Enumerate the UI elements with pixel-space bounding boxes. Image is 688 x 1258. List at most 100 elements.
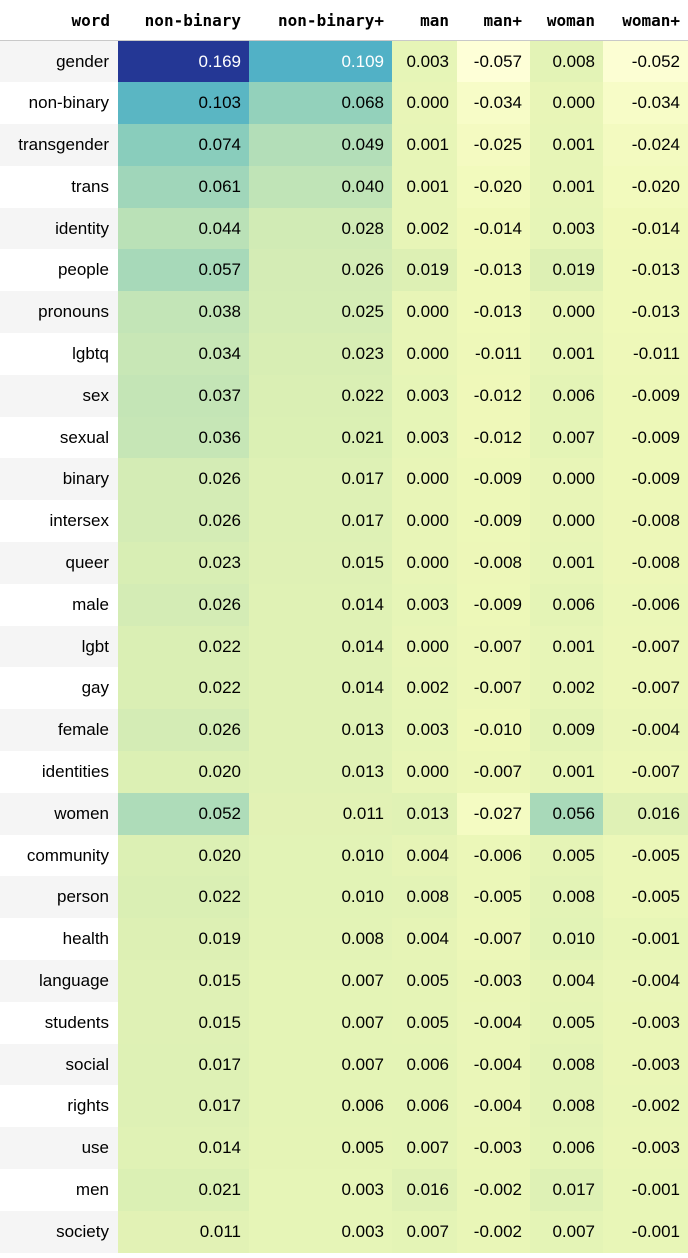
cell-non-binary: 0.026	[118, 709, 249, 752]
row-label-word: students	[0, 1001, 118, 1044]
row-label-word: sexual	[0, 416, 118, 459]
cell-non-binary: 0.022	[118, 876, 249, 919]
cell-woman: 0.005	[530, 1001, 603, 1044]
cell-man+: -0.007	[457, 918, 530, 961]
row-label-word: gender	[0, 40, 118, 83]
cell-non-binary+: 0.028	[249, 207, 392, 250]
cell-woman: 0.002	[530, 667, 603, 710]
cell-woman: 0.001	[530, 333, 603, 375]
cell-woman+: -0.003	[603, 1001, 688, 1044]
cell-non-binary: 0.020	[118, 751, 249, 793]
cell-non-binary: 0.026	[118, 583, 249, 626]
table-row: identity 0.044 0.028 0.002 -0.014 0.003 -0.014	[0, 207, 688, 250]
cell-man+: -0.010	[457, 709, 530, 752]
column-header: woman+	[603, 0, 688, 41]
cell-man: 0.000	[392, 751, 457, 793]
cell-woman+: -0.001	[603, 1169, 688, 1211]
cell-woman: 0.017	[530, 1169, 603, 1211]
table-row: non-binary 0.103 0.068 0.000 -0.034 0.000 -0.0…	[0, 82, 688, 125]
cell-woman: 0.006	[530, 1127, 603, 1170]
cell-woman: 0.000	[530, 458, 603, 501]
cell-woman+: -0.009	[603, 374, 688, 417]
cell-man+: -0.012	[457, 374, 530, 417]
table-row: identities 0.020 0.013 0.000 -0.007 0.001 -0.0…	[0, 751, 688, 793]
row-label-word: rights	[0, 1085, 118, 1128]
cell-non-binary: 0.026	[118, 500, 249, 543]
cell-man: 0.001	[392, 165, 457, 208]
cell-man: 0.008	[392, 876, 457, 919]
cell-non-binary: 0.019	[118, 918, 249, 961]
cell-non-binary: 0.034	[118, 333, 249, 375]
cell-woman: 0.005	[530, 834, 603, 877]
cell-non-binary: 0.044	[118, 207, 249, 250]
cell-non-binary+: 0.014	[249, 625, 392, 668]
cell-man: 0.000	[392, 291, 457, 334]
cell-non-binary+: 0.010	[249, 834, 392, 877]
cell-man+: -0.057	[457, 40, 530, 83]
cell-man+: -0.007	[457, 625, 530, 668]
cell-woman+: -0.001	[603, 1210, 688, 1253]
cell-woman: 0.000	[530, 82, 603, 125]
cell-man+: -0.004	[457, 1085, 530, 1128]
cell-woman+: -0.013	[603, 291, 688, 334]
cell-woman: 0.006	[530, 374, 603, 417]
cell-non-binary: 0.011	[118, 1210, 249, 1253]
cell-man: 0.006	[392, 1043, 457, 1086]
cell-non-binary+: 0.068	[249, 82, 392, 125]
cell-non-binary+: 0.017	[249, 458, 392, 501]
cell-woman+: -0.001	[603, 918, 688, 961]
cell-woman+: -0.014	[603, 207, 688, 250]
cell-man+: -0.007	[457, 667, 530, 710]
cell-non-binary+: 0.013	[249, 751, 392, 793]
cell-non-binary: 0.052	[118, 792, 249, 835]
cell-non-binary: 0.020	[118, 834, 249, 877]
cell-man: 0.005	[392, 1001, 457, 1044]
table-row: use 0.014 0.005 0.007 -0.003 0.006 -0.003	[0, 1127, 688, 1170]
cell-non-binary+: 0.006	[249, 1085, 392, 1128]
row-label-word: use	[0, 1127, 118, 1170]
table-row: people 0.057 0.026 0.019 -0.013 0.019 -0.013	[0, 249, 688, 292]
row-label-word: social	[0, 1043, 118, 1086]
cell-non-binary: 0.037	[118, 374, 249, 417]
row-label-word: trans	[0, 165, 118, 208]
cell-man: 0.000	[392, 542, 457, 584]
cell-non-binary: 0.026	[118, 458, 249, 501]
cell-non-binary: 0.038	[118, 291, 249, 334]
cell-man: 0.016	[392, 1169, 457, 1211]
table-row: pronouns 0.038 0.025 0.000 -0.013 0.000 -0.013	[0, 291, 688, 334]
cell-woman: 0.004	[530, 960, 603, 1002]
cell-woman: 0.001	[530, 751, 603, 793]
cell-non-binary: 0.022	[118, 625, 249, 668]
cell-man: 0.003	[392, 40, 457, 83]
cell-woman: 0.008	[530, 876, 603, 919]
cell-man+: -0.012	[457, 416, 530, 459]
cell-non-binary+: 0.007	[249, 1001, 392, 1044]
cell-man+: -0.009	[457, 500, 530, 543]
cell-man+: -0.008	[457, 542, 530, 584]
cell-woman+: -0.005	[603, 876, 688, 919]
cell-non-binary: 0.017	[118, 1043, 249, 1086]
cell-non-binary: 0.169	[118, 40, 249, 83]
cell-woman+: -0.009	[603, 416, 688, 459]
cell-non-binary: 0.061	[118, 165, 249, 208]
cell-man: 0.003	[392, 583, 457, 626]
cell-man: 0.003	[392, 374, 457, 417]
row-label-word: gay	[0, 667, 118, 710]
cell-man+: -0.011	[457, 333, 530, 375]
column-header: non-binary	[118, 0, 249, 41]
cell-non-binary: 0.074	[118, 124, 249, 166]
row-label-word: person	[0, 876, 118, 919]
cell-woman: 0.009	[530, 709, 603, 752]
cell-woman+: -0.007	[603, 751, 688, 793]
table-row: women 0.052 0.011 0.013 -0.027 0.056 0.016	[0, 792, 688, 835]
row-label-word: society	[0, 1210, 118, 1253]
cell-man: 0.013	[392, 792, 457, 835]
cell-non-binary+: 0.017	[249, 500, 392, 543]
cell-man: 0.000	[392, 333, 457, 375]
row-label-word: lgbtq	[0, 333, 118, 375]
cell-woman+: -0.011	[603, 333, 688, 375]
row-label-word: male	[0, 583, 118, 626]
cell-non-binary+: 0.049	[249, 124, 392, 166]
cell-non-binary+: 0.007	[249, 1043, 392, 1086]
column-header: woman	[530, 0, 603, 41]
